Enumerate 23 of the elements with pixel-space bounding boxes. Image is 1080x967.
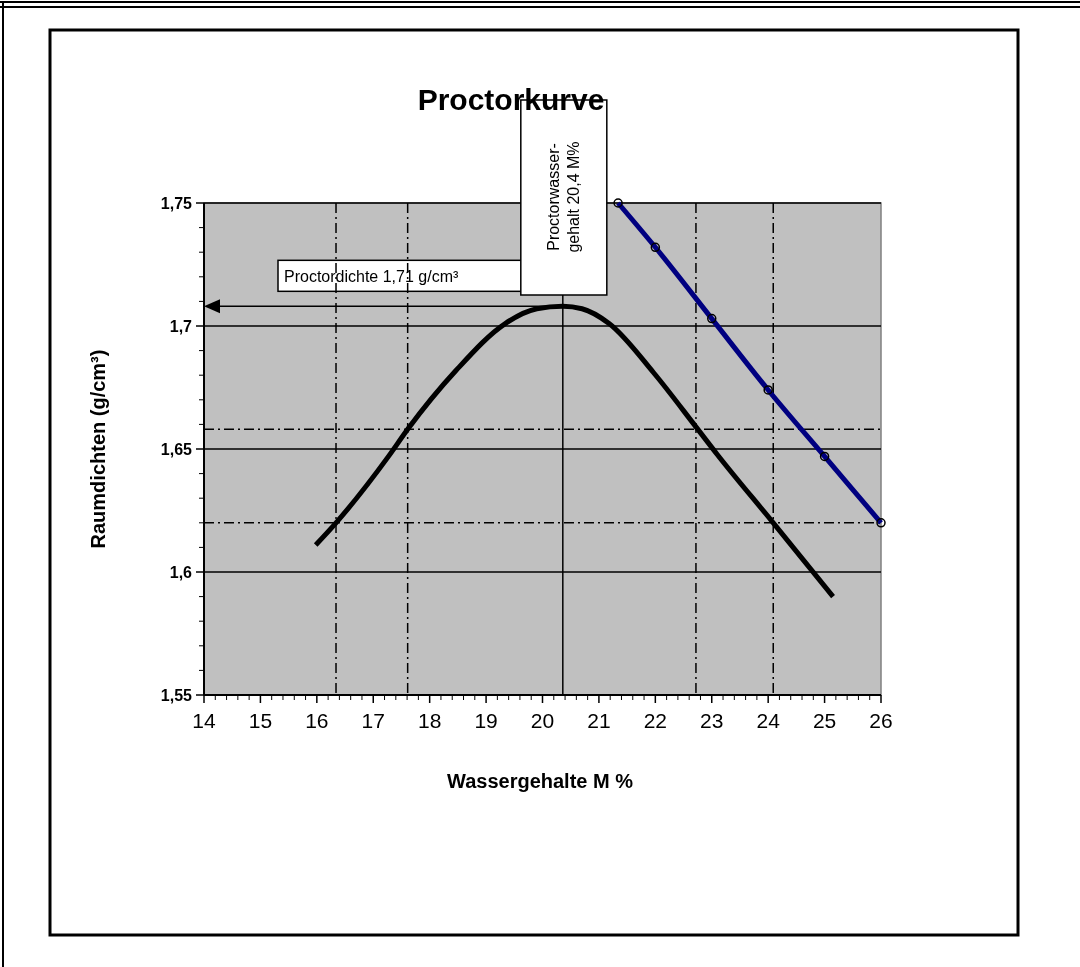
x-axis-title: Wassergehalte M % [447, 770, 634, 792]
x-tick-label: 25 [812, 709, 837, 732]
chart-title: Proctorkurve [417, 83, 605, 116]
x-tick-label: 15 [248, 709, 273, 732]
y-tick-label: 1,65 [160, 440, 193, 458]
x-tick-label: 21 [587, 709, 611, 732]
y-axis-title: Raumdichten (g/cm³) [87, 349, 109, 549]
y-tick-label: 1,6 [169, 563, 193, 581]
x-tick-label: 19 [474, 709, 498, 732]
x-tick-label: 16 [305, 709, 329, 732]
x-tick-label: 17 [361, 709, 385, 732]
x-tick-label: 18 [417, 709, 442, 732]
ref-line-label: Proctordichte 1,71 g/cm³ [284, 268, 459, 286]
x-tick-label: 23 [700, 709, 724, 732]
y-tick-label: 1,75 [160, 194, 193, 212]
y-tick-label: 1,55 [160, 686, 193, 704]
x-tick-label: 14 [192, 709, 216, 732]
x-tick-label: 24 [756, 709, 781, 732]
x-tick-label: 20 [530, 709, 555, 732]
y-tick-label: 1,7 [169, 317, 193, 335]
x-tick-label: 22 [643, 709, 668, 732]
x-tick-label: 26 [869, 709, 893, 732]
ref-line-label: Proctorwasser- gehalt 20,4 M% [544, 141, 582, 253]
